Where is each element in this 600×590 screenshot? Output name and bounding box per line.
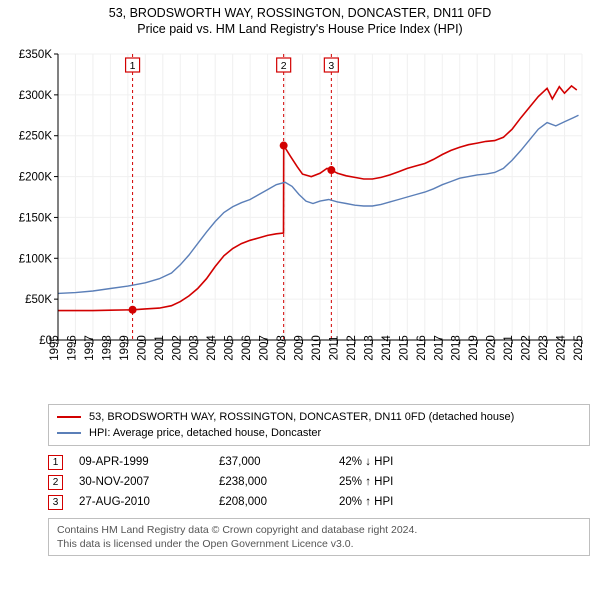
footer-line-1: Contains HM Land Registry data © Crown c… (57, 523, 581, 537)
x-tick-label: 2019 (468, 335, 480, 361)
event-diff: 42% ↓ HPI (339, 456, 393, 468)
x-tick-label: 1996 (66, 335, 78, 361)
y-tick-label: £250K (19, 131, 53, 143)
x-tick-label: 2005 (224, 335, 236, 361)
chart-area: 123£0£50K£100K£150K£200K£250K£300K£350K1… (10, 40, 590, 400)
x-tick-label: 1997 (84, 335, 96, 361)
event-price: £37,000 (219, 456, 339, 468)
x-tick-label: 2022 (521, 335, 533, 361)
x-tick-label: 2023 (538, 335, 550, 361)
x-tick-label: 2001 (154, 335, 166, 361)
x-tick-label: 2007 (259, 335, 271, 361)
x-tick-label: 2016 (416, 335, 428, 361)
legend-label: 53, BRODSWORTH WAY, ROSSINGTON, DONCASTE… (89, 411, 514, 423)
y-tick-label: £350K (19, 49, 53, 61)
x-tick-label: 2017 (433, 335, 445, 361)
event-number-box: 2 (48, 475, 63, 490)
event-diff: 20% ↑ HPI (339, 496, 393, 508)
grid (58, 54, 582, 340)
x-tick-label: 2024 (556, 335, 568, 361)
ref-label-3: 3 (328, 60, 334, 72)
x-tick-label: 2020 (486, 335, 498, 361)
ref-label-1: 1 (130, 60, 136, 72)
legend: 53, BRODSWORTH WAY, ROSSINGTON, DONCASTE… (48, 404, 590, 446)
x-tick-label: 1999 (119, 335, 131, 361)
event-date: 09-APR-1999 (79, 456, 219, 468)
event-date: 30-NOV-2007 (79, 476, 219, 488)
x-tick-label: 2003 (189, 335, 201, 361)
x-tick-label: 2000 (136, 335, 148, 361)
title-block: 53, BRODSWORTH WAY, ROSSINGTON, DONCASTE… (0, 0, 600, 36)
x-tick-label: 2013 (363, 335, 375, 361)
event-date: 27-AUG-2010 (79, 496, 219, 508)
events-table: 1 09-APR-1999£37,00042% ↓ HPI 2 30-NOV-2007… (48, 452, 590, 512)
x-tick-label: 2011 (328, 336, 340, 361)
chart-svg: 123£0£50K£100K£150K£200K£250K£300K£350K1… (10, 40, 590, 400)
series-hpi (58, 115, 579, 293)
event-price: £208,000 (219, 496, 339, 508)
event-marker-3 (327, 166, 335, 174)
x-tick-label: 2021 (503, 335, 515, 361)
x-tick-label: 1995 (49, 335, 61, 361)
x-tick-label: 2010 (311, 335, 323, 361)
y-tick-label: £100K (19, 253, 53, 265)
ref-label-2: 2 (281, 60, 287, 72)
legend-swatch (57, 432, 81, 434)
event-number-box: 3 (48, 495, 63, 510)
x-tick-label: 2015 (398, 335, 410, 361)
chart-title-address: 53, BRODSWORTH WAY, ROSSINGTON, DONCASTE… (0, 6, 600, 20)
y-tick-label: £300K (19, 90, 53, 102)
x-tick-label: 2009 (294, 335, 306, 361)
x-tick-label: 2018 (451, 335, 463, 361)
footer-line-2: This data is licensed under the Open Gov… (57, 537, 581, 551)
event-price: £238,000 (219, 476, 339, 488)
event-row-1: 1 09-APR-1999£37,00042% ↓ HPI (48, 452, 590, 472)
legend-row-0: 53, BRODSWORTH WAY, ROSSINGTON, DONCASTE… (57, 409, 581, 425)
x-tick-label: 2014 (381, 335, 393, 361)
event-diff: 25% ↑ HPI (339, 476, 393, 488)
chart-subtitle: Price paid vs. HM Land Registry's House … (0, 22, 600, 36)
legend-label: HPI: Average price, detached house, Donc… (89, 427, 321, 439)
y-tick-label: £200K (19, 172, 53, 184)
x-tick-label: 2012 (346, 335, 358, 361)
x-tick-label: 2025 (573, 335, 585, 361)
x-tick-label: 1998 (101, 335, 113, 361)
x-tick-label: 2006 (241, 335, 253, 361)
y-tick-label: £150K (19, 212, 53, 224)
attribution-footer: Contains HM Land Registry data © Crown c… (48, 518, 590, 556)
event-row-2: 2 30-NOV-2007£238,00025% ↑ HPI (48, 472, 590, 492)
legend-swatch (57, 416, 81, 418)
series-price_paid (58, 86, 577, 311)
legend-row-1: HPI: Average price, detached house, Donc… (57, 425, 581, 441)
x-tick-label: 2004 (206, 335, 218, 361)
x-tick-label: 2008 (276, 335, 288, 361)
event-row-3: 3 27-AUG-2010£208,00020% ↑ HPI (48, 492, 590, 512)
y-tick-label: £50K (25, 294, 52, 306)
page-root: 53, BRODSWORTH WAY, ROSSINGTON, DONCASTE… (0, 0, 600, 590)
event-marker-2 (280, 142, 288, 150)
event-marker-1 (129, 306, 137, 314)
x-tick-label: 2002 (171, 335, 183, 361)
event-number-box: 1 (48, 455, 63, 470)
